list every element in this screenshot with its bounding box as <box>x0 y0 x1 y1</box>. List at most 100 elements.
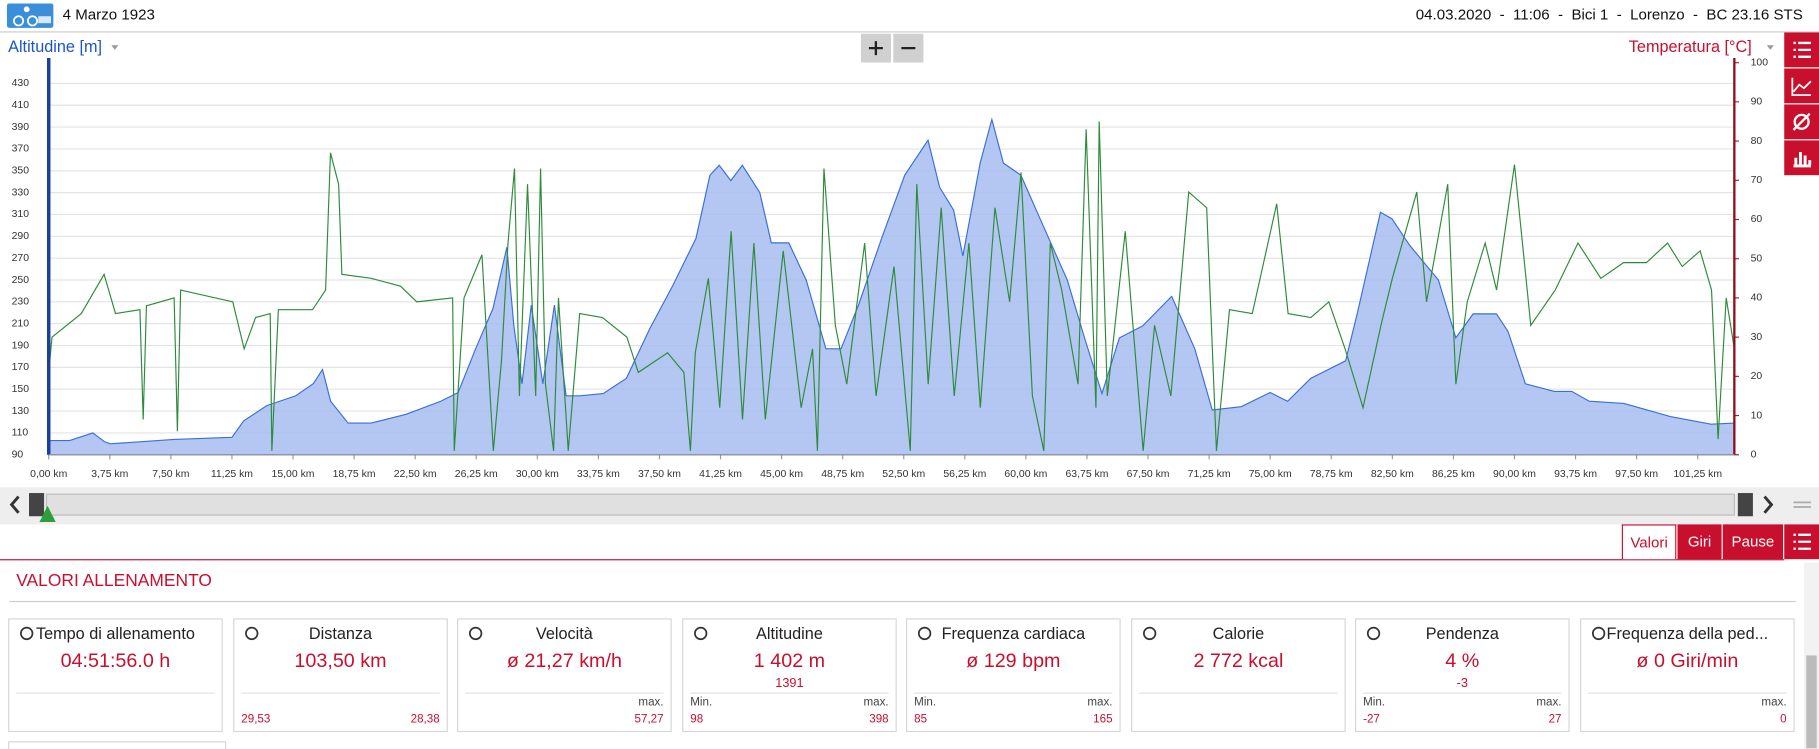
y2-tick-label: 20 <box>1751 371 1763 382</box>
card-divider <box>690 692 889 694</box>
x-tick-label: 90,00 km <box>1493 469 1536 480</box>
card-max-value: 27 <box>1548 713 1562 727</box>
x-tick-label: 0,00 km <box>30 469 67 480</box>
y2-tick-label: 30 <box>1751 332 1763 343</box>
y-axis-label: Altitudine [m] <box>8 37 103 56</box>
x-tick-label: 33,75 km <box>577 469 620 480</box>
stat-card: Velocità ø 21,27 km/h max. 57,27 <box>457 618 672 733</box>
logo-icon <box>13 6 52 27</box>
x-tick-label: 82,50 km <box>1371 469 1414 480</box>
dropdown-arrow[interactable] <box>1763 42 1777 54</box>
y-tick-label: 370 <box>12 144 30 155</box>
card-divider <box>465 692 664 694</box>
card-value: 04:51:56.0 h <box>60 649 171 672</box>
card-divider <box>1588 692 1787 694</box>
card-title: Calorie <box>1212 624 1265 643</box>
card-value: ø 129 bpm <box>966 649 1061 672</box>
x-tick-label: 101,25 km <box>1673 469 1722 480</box>
card-divider <box>1139 692 1338 694</box>
card-title: Pendenza <box>1425 624 1499 643</box>
card-partial <box>8 741 227 749</box>
stat-card: Frequenza cardiaca ø 129 bpm Min. 85 max. 165 <box>906 618 1121 733</box>
card-max-value: 28,38 <box>410 713 440 727</box>
x-tick-label: 30,00 km <box>516 469 559 480</box>
x-tick-label: 63,75 km <box>1066 469 1109 480</box>
y-tick-label: 90 <box>12 450 24 461</box>
card-icon <box>1366 626 1381 641</box>
x-tick-label: 75,00 km <box>1249 469 1292 480</box>
y-tick-label: 390 <box>12 122 30 133</box>
card-max-value: 398 <box>869 713 889 727</box>
card-value: 1 402 m <box>753 649 826 672</box>
logo <box>6 3 54 28</box>
tab-line <box>0 559 1785 561</box>
card-value: 4 % <box>1445 649 1480 672</box>
card-title: Velocità <box>535 624 593 643</box>
x-tick-label: 52,50 km <box>882 469 925 480</box>
card-divider <box>16 692 215 694</box>
x-tick-label: 37,50 km <box>638 469 681 480</box>
card-max-label: max. <box>1761 696 1787 709</box>
card-icon <box>245 626 259 641</box>
side-line[interactable] <box>1784 68 1819 104</box>
y2-tick-label: 100 <box>1751 57 1769 68</box>
y-tick-label: 290 <box>12 231 30 242</box>
y-tick-label: 130 <box>12 406 30 417</box>
side-list[interactable] <box>1784 32 1819 68</box>
card-max-value: 0 <box>1780 713 1787 727</box>
header-info: 04.03.2020 - 11:06 - Bici 1 - Lorenzo - … <box>1415 5 1803 24</box>
side-avg[interactable] <box>1784 104 1819 140</box>
card-title: Distanza <box>308 624 373 643</box>
card-title: Frequenza cardiaca <box>941 624 1086 643</box>
card-max-label: max. <box>1087 696 1113 709</box>
card-icon <box>917 626 932 641</box>
card-min-label: Min. <box>914 696 937 709</box>
card-icon <box>20 626 34 641</box>
stat-card: Calorie 2 772 kcal <box>1131 618 1346 733</box>
temperature-line <box>48 121 1735 451</box>
y-tick-label: 150 <box>12 384 30 395</box>
y2-tick-label: 0 <box>1751 450 1757 461</box>
card-min-value: -27 <box>1363 713 1380 727</box>
tab[interactable]: Valori <box>1621 524 1677 560</box>
dropdown-arrow[interactable] <box>108 42 122 54</box>
tab-menu[interactable] <box>1784 524 1819 560</box>
range-slider-graphic[interactable] <box>0 487 1819 524</box>
header-title: 4 Marzo 1923 <box>62 5 155 24</box>
zoom-icons <box>868 41 916 56</box>
x-tick-label: 45,00 km <box>760 469 803 480</box>
section-title: VALORI ALLENAMENTO <box>16 570 212 591</box>
x-tick-label: 56,25 km <box>943 469 986 480</box>
y-tick-label: 190 <box>12 340 30 351</box>
x-tick-label: 7,50 km <box>152 469 189 480</box>
side-bars[interactable] <box>1784 140 1819 176</box>
y-tick-label: 270 <box>12 253 30 264</box>
y2-tick-label: 90 <box>1751 97 1763 108</box>
stat-card: Frequenza della ped... ø 0 Giri/min max. 0 <box>1580 618 1795 733</box>
divider <box>9 600 1796 603</box>
range-slider <box>0 487 1819 525</box>
x-tick-label: 67,50 km <box>1127 469 1170 480</box>
y2-tick-label: 60 <box>1751 214 1763 225</box>
card-divider <box>1363 692 1562 694</box>
card-max-label: max. <box>638 696 664 709</box>
card-value: 103,50 km <box>294 649 387 672</box>
x-tick-label: 60,00 km <box>1004 469 1047 480</box>
card-icon <box>1591 626 1606 641</box>
y2-tick-label: 50 <box>1751 253 1763 264</box>
card-divider <box>241 692 440 694</box>
card-divider <box>914 692 1113 694</box>
card-max-label: max. <box>1536 696 1562 709</box>
tab[interactable]: Pause <box>1722 524 1784 560</box>
y-tick-label: 230 <box>12 297 30 308</box>
card-max-label: max. <box>863 696 889 709</box>
card-title: Tempo di allenamento <box>35 624 195 643</box>
y2-tick-label: 80 <box>1751 136 1763 147</box>
card-icon <box>1142 626 1157 641</box>
card-min-label: Min. <box>1363 696 1386 709</box>
tab[interactable]: Giri <box>1677 524 1722 560</box>
y-tick-label: 170 <box>12 362 30 373</box>
scrollbar[interactable] <box>1803 562 1819 749</box>
stat-card: Distanza 103,50 km 29,53 28,38 <box>233 618 448 733</box>
